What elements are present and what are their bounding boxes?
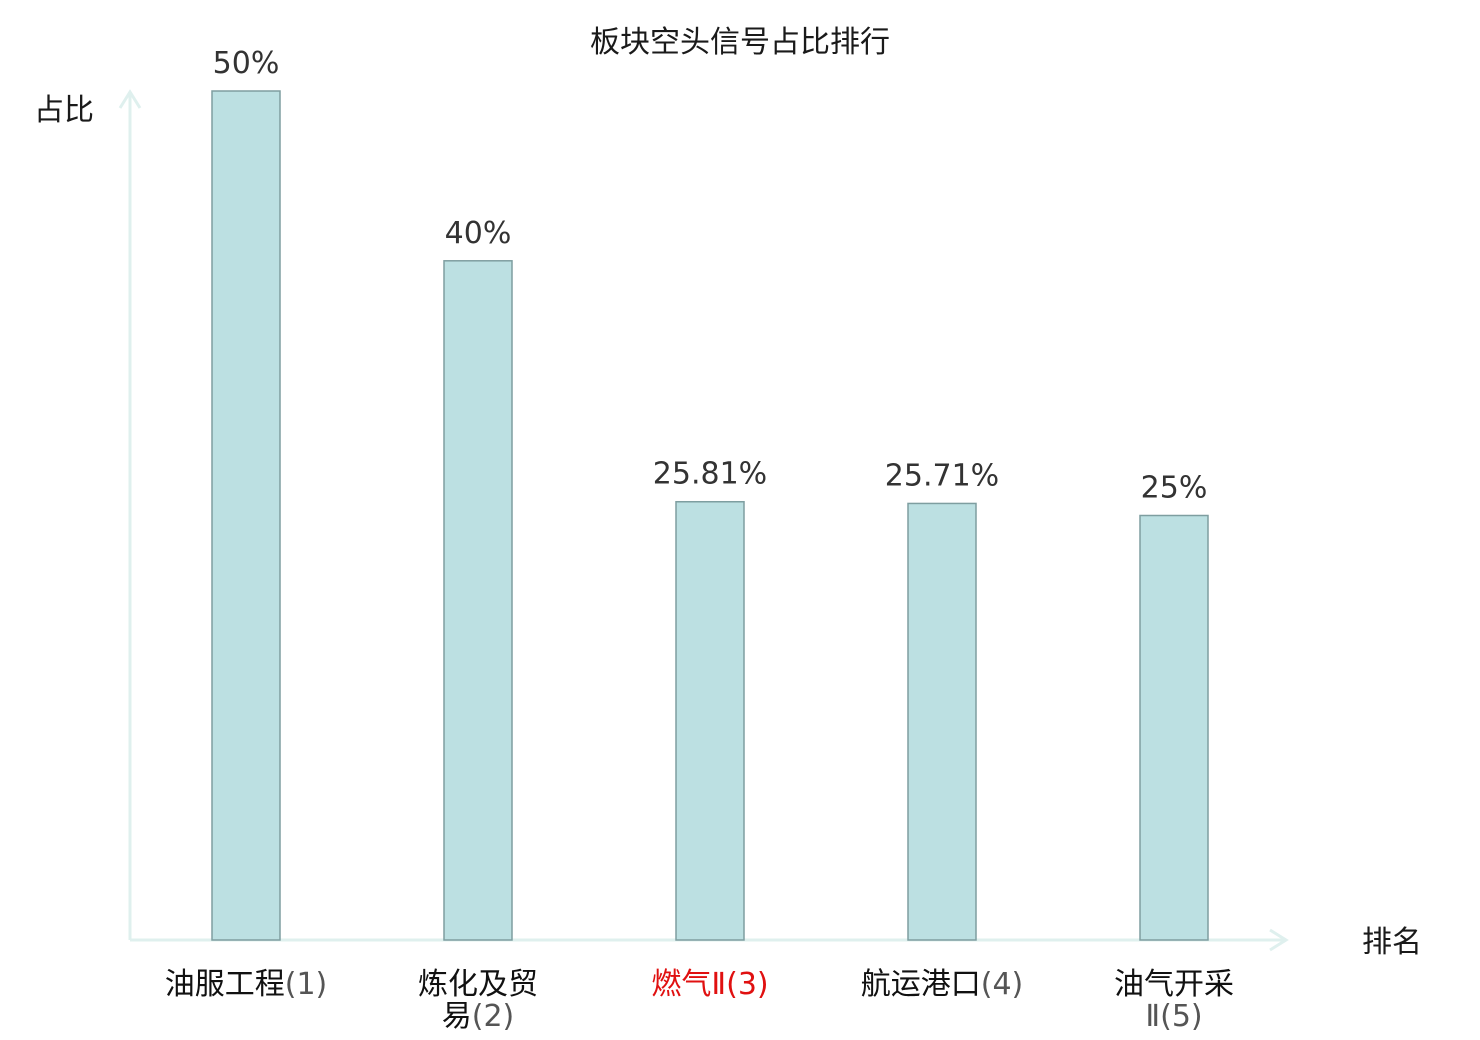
bar-2 [443,260,513,941]
category-label-3: 燃气Ⅱ(3) [651,967,768,1002]
category-label-4: 航运港口(4) [861,967,1024,1002]
svg-text:易(2): 易(2) [442,999,515,1034]
bars-group [211,90,1209,941]
svg-text:油气开采: 油气开采 [1114,967,1234,1002]
y-axis [118,89,142,940]
svg-text:燃气Ⅱ(3): 燃气Ⅱ(3) [651,967,768,1002]
value-label-2: 40% [445,216,512,251]
value-labels-group: 50% 40% 25.81% 25.71% 25% [213,46,1208,506]
bar-3 [675,500,745,941]
svg-text:Ⅱ(5): Ⅱ(5) [1145,999,1202,1034]
category-label-1: 油服工程(1) [165,967,328,1002]
bar-1 [211,90,281,941]
svg-text:航运港口(4): 航运港口(4) [861,967,1024,1002]
svg-text:炼化及贸: 炼化及贸 [418,967,538,1002]
bar-4 [907,502,977,941]
value-label-4: 25.71% [885,458,999,493]
x-axis-label: 排名 [1362,925,1422,960]
y-axis-label: 占比 [34,93,94,128]
bar-5 [1139,514,1209,941]
svg-text:油服工程(1): 油服工程(1) [165,967,328,1002]
value-label-5: 25% [1141,471,1208,506]
value-label-1: 50% [213,46,280,81]
value-label-3: 25.81% [653,457,767,492]
chart-title: 板块空头信号占比排行 [590,25,890,60]
